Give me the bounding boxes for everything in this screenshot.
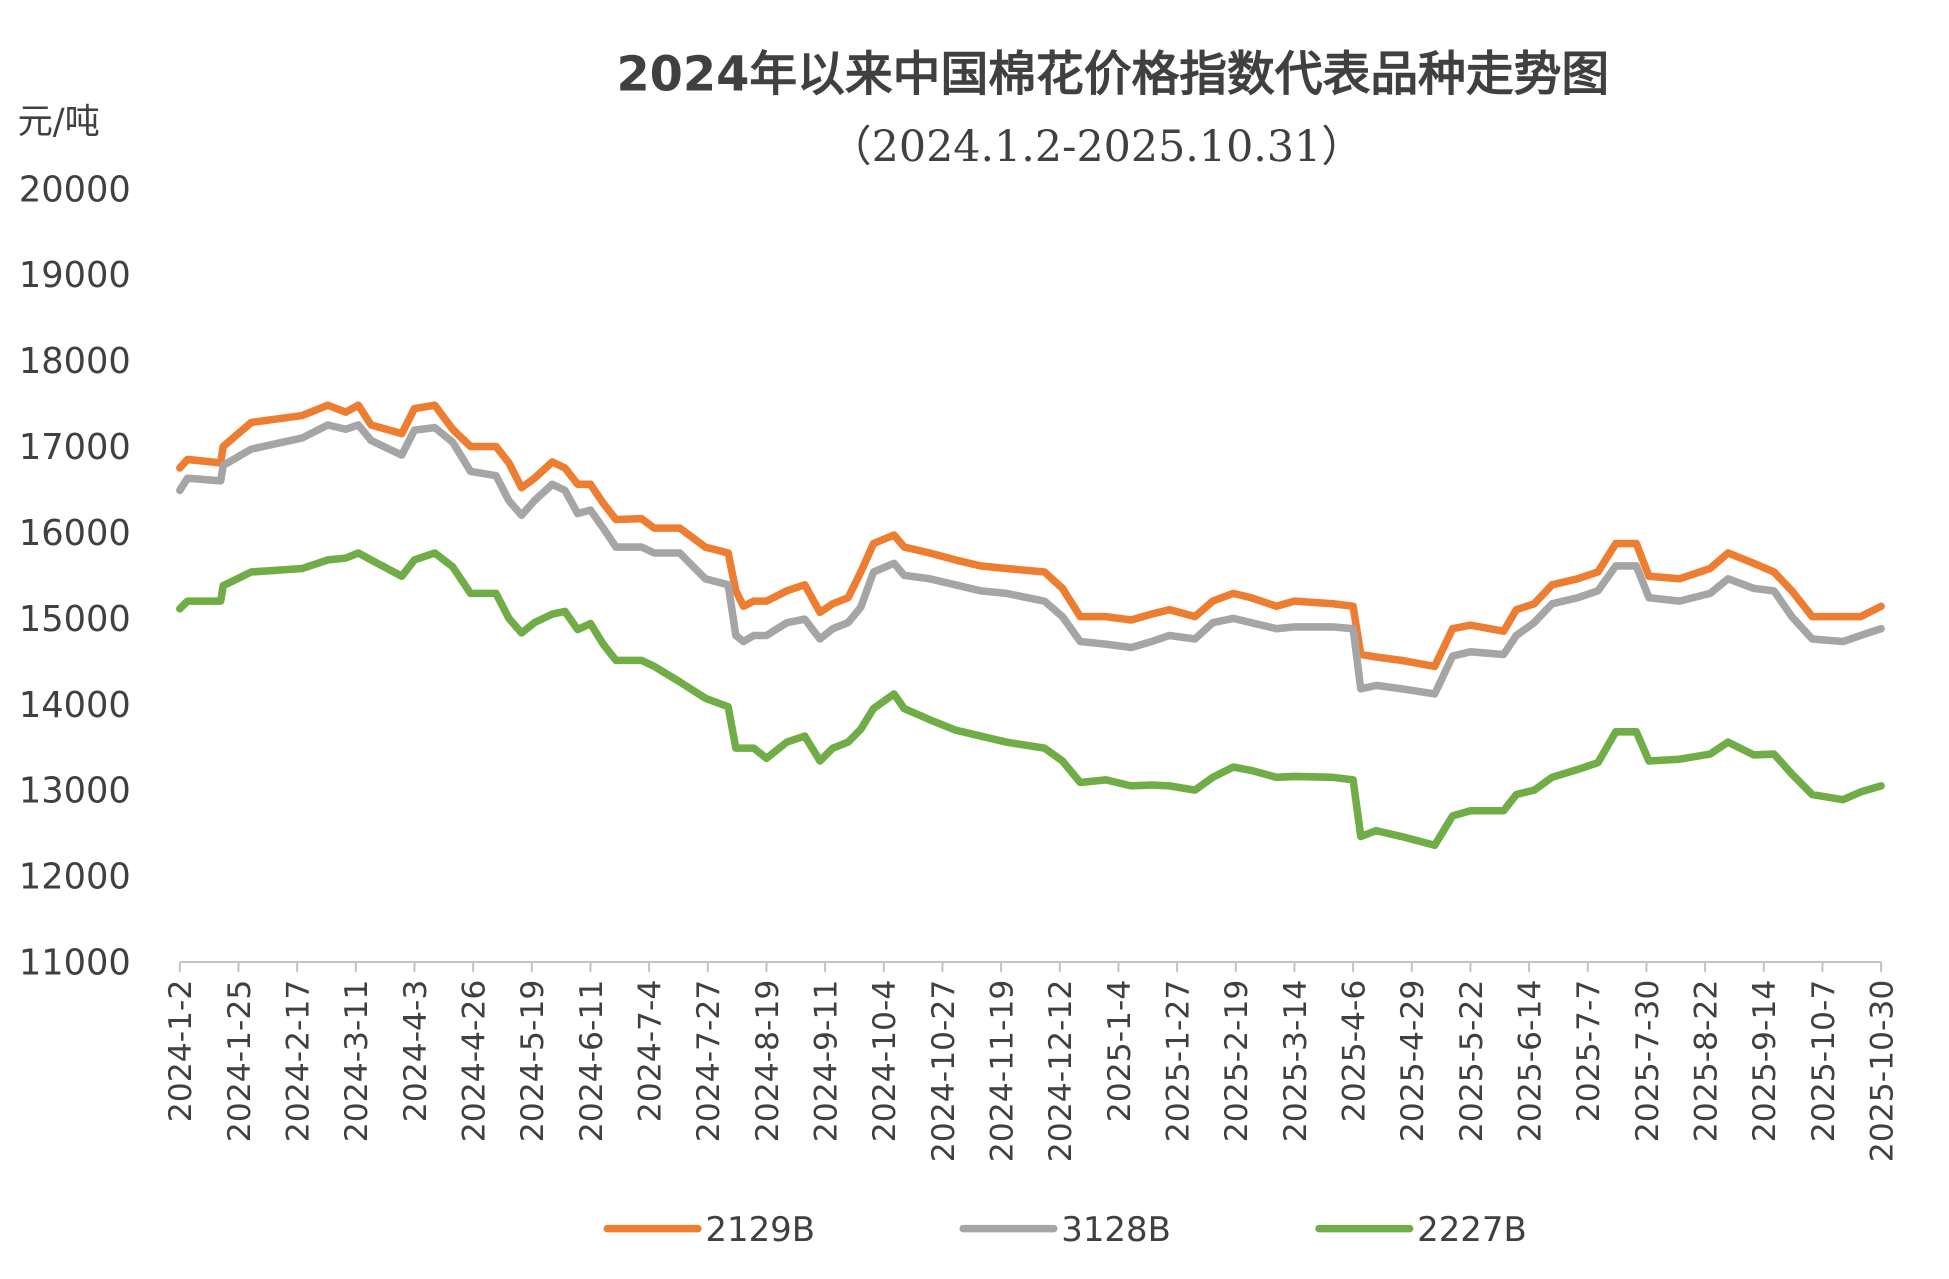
- y-axis-unit-label: 元/吨: [18, 101, 100, 142]
- x-tick-label: 2024-1-2: [163, 980, 199, 1123]
- x-tick-label: 2024-4-26: [456, 980, 492, 1143]
- x-tick-label: 2025-7-30: [1630, 980, 1666, 1143]
- legend: 2129B 3128B 2227B: [603, 1210, 1527, 1250]
- plot-area: [176, 401, 1885, 849]
- x-tick-label: 2024-11-19: [984, 980, 1020, 1163]
- x-tick-label: 2025-4-6: [1336, 980, 1372, 1123]
- y-tick-label: 15000: [19, 599, 131, 640]
- x-tick-label: 2024-12-12: [1043, 980, 1079, 1163]
- legend-label: 3128B: [1061, 1210, 1171, 1250]
- x-tick-label: 2025-1-27: [1160, 980, 1196, 1143]
- x-tick-label: 2025-9-14: [1747, 980, 1783, 1143]
- y-tick-label: 18000: [19, 341, 131, 382]
- x-tick-label: 2025-7-7: [1571, 980, 1607, 1123]
- x-tick-label: 2025-10-7: [1806, 980, 1842, 1143]
- legend-item-3128B: 3128B: [959, 1210, 1171, 1250]
- x-tick-label: 2024-9-11: [808, 980, 844, 1143]
- x-tick-label: 2024-2-17: [280, 980, 316, 1143]
- x-tick-label: 2024-8-19: [750, 980, 786, 1143]
- series-line-2227B: [176, 549, 1885, 849]
- legend-label: 2227B: [1417, 1210, 1527, 1250]
- chart-subtitle: （2024.1.2-2025.10.31）: [829, 122, 1364, 172]
- x-tick-label: 2024-1-25: [222, 980, 258, 1143]
- y-tick-label: 16000: [19, 513, 131, 554]
- y-tick-label: 20000: [19, 169, 131, 210]
- x-tick-label: 2025-1-4: [1102, 980, 1138, 1123]
- x-tick-label: 2024-7-27: [691, 980, 727, 1143]
- x-tick-label: 2025-3-14: [1278, 980, 1314, 1143]
- x-tick-label: 2024-5-19: [515, 980, 551, 1143]
- y-tick-label: 13000: [19, 771, 131, 812]
- y-tick-label: 19000: [19, 255, 131, 296]
- y-tick-label: 12000: [19, 857, 131, 898]
- y-tick-label: 17000: [19, 427, 131, 468]
- y-tick-label: 11000: [19, 943, 131, 984]
- x-tick-label: 2025-4-29: [1395, 980, 1431, 1143]
- y-tick-label: 14000: [19, 685, 131, 726]
- legend-label: 2129B: [705, 1210, 815, 1250]
- x-tick-label: 2025-10-30: [1864, 980, 1900, 1163]
- x-tick-label: 2025-6-14: [1512, 980, 1548, 1143]
- y-axis: 11000 12000 13000 14000 15000 16000 17000 18000…: [19, 169, 131, 983]
- series-line-2129B: [176, 401, 1885, 671]
- legend-item-2129B: 2129B: [603, 1210, 815, 1250]
- x-tick-label: 2024-3-11: [339, 980, 375, 1143]
- x-tick-label: 2024-10-4: [867, 980, 903, 1143]
- series-line-3128B: [176, 421, 1885, 698]
- x-tick-label: 2025-8-22: [1688, 980, 1724, 1143]
- x-tick-label: 2025-2-19: [1219, 980, 1255, 1143]
- x-tick-label: 2024-7-4: [632, 980, 668, 1123]
- x-tick-label: 2025-5-22: [1454, 980, 1490, 1143]
- x-tick-label: 2024-10-27: [926, 980, 962, 1163]
- chart-title: 2024年以来中国棉花价格指数代表品种走势图: [616, 48, 1609, 103]
- legend-item-2227B: 2227B: [1315, 1210, 1527, 1250]
- x-tick-label: 2024-6-11: [574, 980, 610, 1143]
- x-tick-label: 2024-4-3: [398, 980, 434, 1123]
- x-axis: 2024-1-2 2024-1-25 2024-2-17 2024-3-11 2024-…: [163, 961, 1900, 1163]
